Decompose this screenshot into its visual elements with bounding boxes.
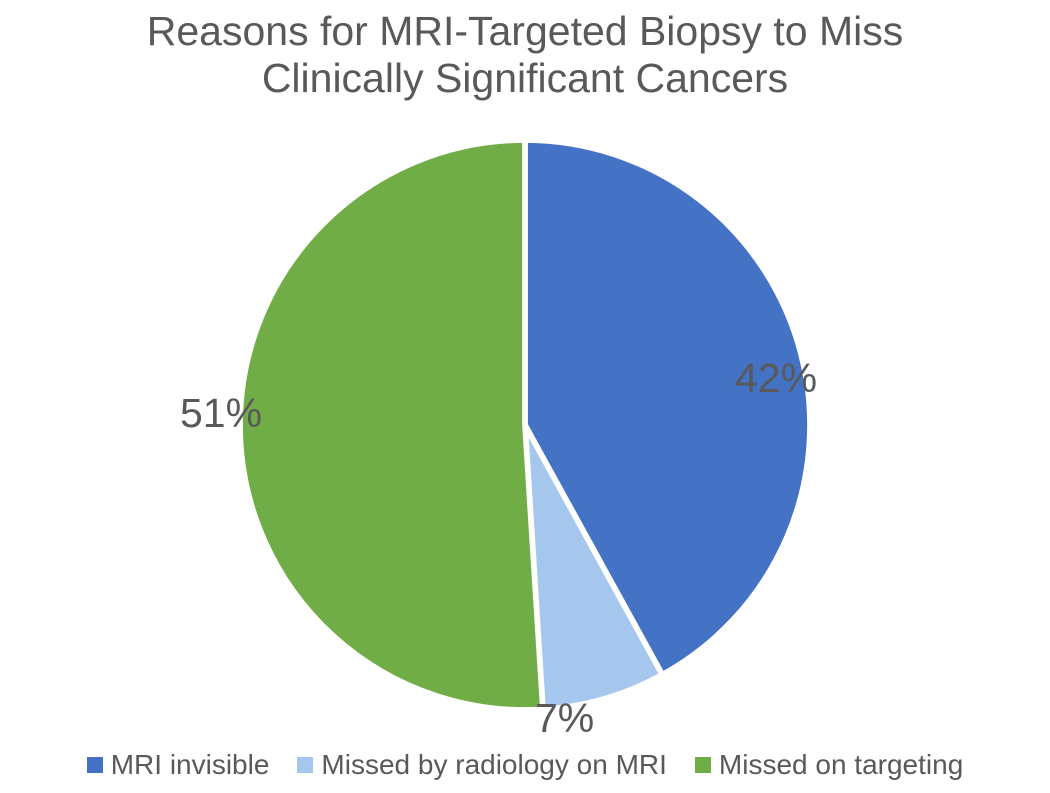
legend-swatch-2 [695, 757, 711, 773]
chart-title: Reasons for MRI-Targeted Biopsy to Miss … [0, 8, 1050, 102]
pie-slices [240, 140, 810, 710]
chart-title-line-2: Clinically Significant Cancers [262, 55, 788, 101]
chart-title-line-1: Reasons for MRI-Targeted Biopsy to Miss [147, 8, 904, 54]
legend-label-2: Missed on targeting [719, 749, 963, 781]
pie-chart: Reasons for MRI-Targeted Biopsy to Miss … [0, 0, 1050, 793]
legend-item-2: Missed on targeting [695, 749, 963, 781]
legend-label-0: MRI invisible [111, 749, 270, 781]
legend: MRI invisible Missed by radiology on MRI… [0, 749, 1050, 781]
legend-swatch-0 [87, 757, 103, 773]
pie-slice [240, 140, 543, 710]
legend-label-1: Missed by radiology on MRI [321, 749, 666, 781]
legend-swatch-1 [297, 757, 313, 773]
legend-item-1: Missed by radiology on MRI [297, 749, 666, 781]
legend-item-0: MRI invisible [87, 749, 270, 781]
pie-svg [240, 140, 810, 710]
pie-area: 42% 7% 51% [0, 130, 1050, 720]
